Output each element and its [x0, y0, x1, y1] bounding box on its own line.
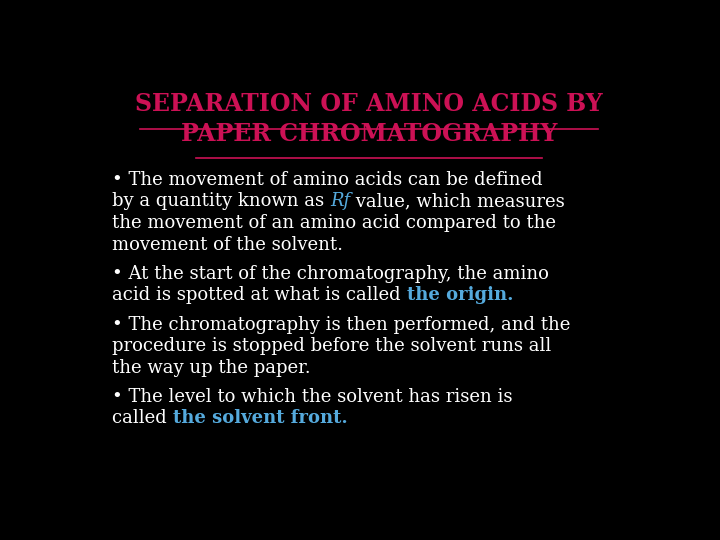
Text: the origin.: the origin. — [407, 286, 513, 305]
Text: movement of the solvent.: movement of the solvent. — [112, 235, 343, 254]
Text: PAPER CHROMATOGRAPHY: PAPER CHROMATOGRAPHY — [181, 122, 557, 146]
Text: acid is spotted at what is called: acid is spotted at what is called — [112, 286, 407, 305]
Text: SEPARATION OF AMINO ACIDS BY: SEPARATION OF AMINO ACIDS BY — [135, 92, 603, 116]
Text: value, which measures: value, which measures — [351, 192, 565, 211]
Text: • At the start of the chromatography, the amino: • At the start of the chromatography, th… — [112, 265, 549, 283]
Text: • The chromatography is then performed, and the: • The chromatography is then performed, … — [112, 315, 571, 334]
Text: the solvent front.: the solvent front. — [173, 409, 348, 428]
Text: procedure is stopped before the solvent runs all: procedure is stopped before the solvent … — [112, 337, 552, 355]
Text: by a quantity known as: by a quantity known as — [112, 192, 330, 211]
Text: • The level to which the solvent has risen is: • The level to which the solvent has ris… — [112, 388, 513, 406]
Text: the way up the paper.: the way up the paper. — [112, 359, 311, 377]
Text: called: called — [112, 409, 173, 428]
Text: the movement of an amino acid compared to the: the movement of an amino acid compared t… — [112, 214, 557, 232]
Text: Rf: Rf — [330, 192, 351, 211]
Text: • The movement of amino acids can be defined: • The movement of amino acids can be def… — [112, 171, 543, 189]
